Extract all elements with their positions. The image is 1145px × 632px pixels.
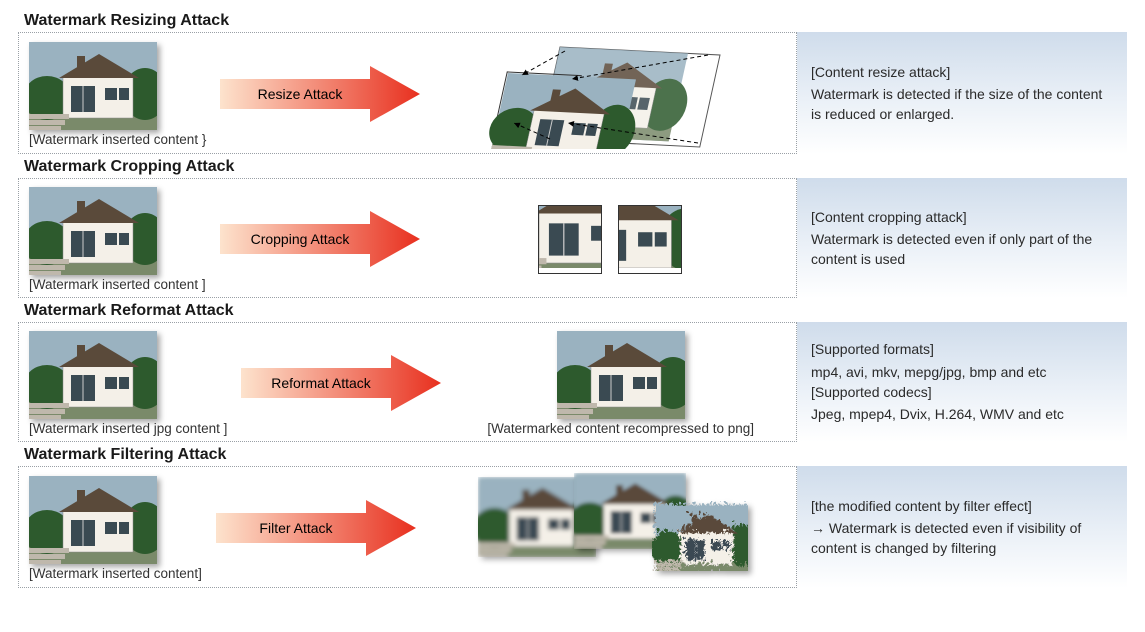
source-caption-crop: [Watermark inserted content ] — [29, 277, 206, 292]
info-line-reformat-2: [Supported codecs] — [811, 382, 1113, 402]
info-filter: [the modified content by filter effect]→… — [797, 466, 1127, 588]
info-line-resize-1: Watermark is detected if the size of the… — [811, 84, 1113, 125]
info-line-filter-0: [the modified content by filter effect] — [811, 496, 1113, 516]
info-line-crop-0: [Content cropping attack] — [811, 207, 1113, 227]
info-line-reformat-1: mp4, avi, mkv, mepg/jpg, bmp and etc — [811, 362, 1113, 382]
svg-text:Cropping Attack: Cropping Attack — [250, 231, 350, 247]
info-line-reformat-0: [Supported formats] — [811, 339, 1113, 359]
result-reformat: [Watermarked content recompressed to png… — [455, 331, 786, 436]
source-caption-resize: [Watermark inserted content } — [29, 132, 206, 147]
info-reformat: [Supported formats] mp4, avi, mkv, mepg/j… — [797, 322, 1127, 442]
info-line-crop-1: Watermark is detected even if only part … — [811, 229, 1113, 270]
row-resize: [Watermark inserted content } Resize Att… — [18, 32, 1127, 154]
diagram-reformat: [Watermark inserted jpg content ] Reform… — [18, 322, 797, 442]
section-crop: Watermark Cropping Attack [Watermark ins… — [18, 158, 1127, 298]
row-crop: [Watermark inserted content ] Cropping A… — [18, 178, 1127, 298]
info-line-reformat-3: Jpeg, mpep4, Dvix, H.264, WMV and etc — [811, 404, 1113, 424]
section-reformat: Watermark Reformat Attack [Watermark ins… — [18, 302, 1127, 442]
result-caption-reformat: [Watermarked content recompressed to png… — [487, 421, 754, 436]
arrow-resize: Resize Attack — [220, 64, 420, 124]
source-caption-filter: [Watermark inserted content] — [29, 566, 202, 581]
source-image-filter: [Watermark inserted content] — [29, 476, 202, 581]
diagram-resize: [Watermark inserted content } Resize Att… — [18, 32, 797, 154]
svg-text:Filter Attack: Filter Attack — [259, 520, 333, 536]
arrow-crop: Cropping Attack — [220, 209, 420, 269]
section-title-filter: Watermark Filtering Attack — [24, 446, 1127, 464]
info-resize: [Content resize attack]Watermark is dete… — [797, 32, 1127, 154]
source-image-crop: [Watermark inserted content ] — [29, 187, 206, 292]
source-image-reformat: [Watermark inserted jpg content ] — [29, 331, 227, 436]
svg-text:Reformat Attack: Reformat Attack — [272, 375, 373, 391]
row-reformat: [Watermark inserted jpg content ] Reform… — [18, 322, 1127, 442]
row-filter: [Watermark inserted content] Filter Atta… — [18, 466, 1127, 588]
arrow-reformat: Reformat Attack — [241, 353, 441, 413]
source-image-resize: [Watermark inserted content } — [29, 42, 206, 147]
result-crop — [434, 194, 786, 284]
source-caption-reformat: [Watermark inserted jpg content ] — [29, 421, 227, 436]
result-filter — [430, 473, 786, 583]
section-resize: Watermark Resizing Attack [Watermark ins… — [18, 12, 1127, 154]
infographic-root: Watermark Resizing Attack [Watermark ins… — [18, 12, 1127, 588]
svg-text:Resize Attack: Resize Attack — [258, 86, 344, 102]
section-title-reformat: Watermark Reformat Attack — [24, 302, 1127, 320]
info-crop: [Content cropping attack]Watermark is de… — [797, 178, 1127, 298]
diagram-crop: [Watermark inserted content ] Cropping A… — [18, 178, 797, 298]
section-filter: Watermark Filtering Attack [Watermark in… — [18, 446, 1127, 588]
result-resize — [434, 39, 786, 149]
info-line-resize-0: [Content resize attack] — [811, 62, 1113, 82]
diagram-filter: [Watermark inserted content] Filter Atta… — [18, 466, 797, 588]
section-title-crop: Watermark Cropping Attack — [24, 158, 1127, 176]
section-title-resize: Watermark Resizing Attack — [24, 12, 1127, 30]
arrow-filter: Filter Attack — [216, 498, 416, 558]
info-line-filter-1: → Watermark is detected even if visibili… — [811, 518, 1113, 559]
